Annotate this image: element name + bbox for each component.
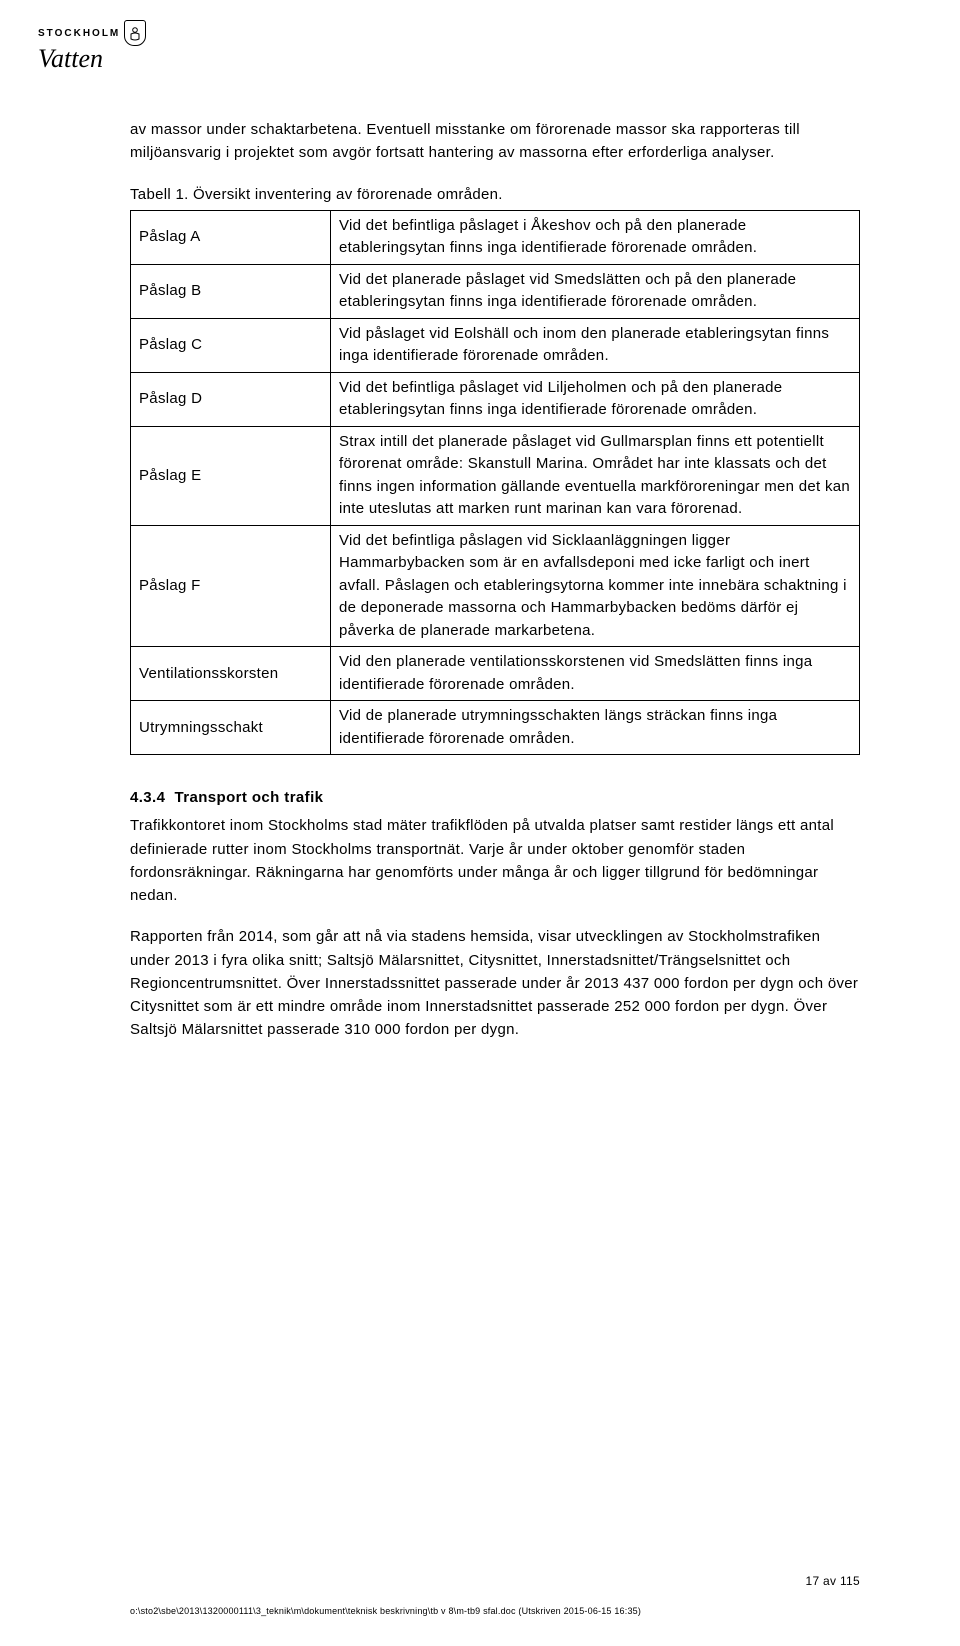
table-cell-text: Strax intill det planerade påslaget vid … (331, 426, 860, 525)
intro-paragraph: av massor under schaktarbetena. Eventuel… (130, 118, 860, 165)
page-number: 17 av 115 (805, 1574, 860, 1588)
section-heading: 4.3.4 Transport och trafik (130, 789, 860, 806)
table-row: Påslag B Vid det planerade påslaget vid … (131, 264, 860, 318)
section-paragraph-2: Rapporten från 2014, som går att nå via … (130, 925, 860, 1041)
table-cell-text: Vid påslaget vid Eolshäll och inom den p… (331, 318, 860, 372)
content-area: av massor under schaktarbetena. Eventuel… (130, 118, 860, 1042)
table-row: Påslag C Vid påslaget vid Eolshäll och i… (131, 318, 860, 372)
table-cell-label: Ventilationsskorsten (131, 647, 331, 701)
table-cell-text: Vid det planerade påslaget vid Smedslätt… (331, 264, 860, 318)
table-cell-label: Påslag F (131, 525, 331, 647)
table-cell-text: Vid de planerade utrymningsschakten läng… (331, 701, 860, 755)
contamination-table: Påslag A Vid det befintliga påslaget i Å… (130, 210, 860, 756)
table-cell-text: Vid det befintliga påslaget i Åkeshov oc… (331, 210, 860, 264)
section-number: 4.3.4 (130, 789, 165, 806)
logo-top-row: STOCKHOLM (38, 20, 168, 46)
section-title: Transport och trafik (175, 789, 324, 806)
table-cell-text: Vid det befintliga påslaget vid Liljehol… (331, 372, 860, 426)
table-cell-label: Påslag D (131, 372, 331, 426)
table-row: Påslag D Vid det befintliga påslaget vid… (131, 372, 860, 426)
footer-path: o:\sto2\sbe\2013\1320000111\3_teknik\m\d… (130, 1606, 641, 1616)
logo-city-text: STOCKHOLM (38, 28, 120, 39)
crest-icon (124, 20, 146, 46)
table-cell-label: Utrymningsschakt (131, 701, 331, 755)
table-row: Påslag A Vid det befintliga påslaget i Å… (131, 210, 860, 264)
page: STOCKHOLM Vatten av massor under schakta… (0, 0, 960, 1646)
logo-company-text: Vatten (38, 44, 168, 74)
table-row: Påslag F Vid det befintliga påslagen vid… (131, 525, 860, 647)
section-paragraph-1: Trafikkontoret inom Stockholms stad mäte… (130, 814, 860, 907)
table-cell-text: Vid det befintliga påslagen vid Sicklaan… (331, 525, 860, 647)
table-row: Utrymningsschakt Vid de planerade utrymn… (131, 701, 860, 755)
table-row: Ventilationsskorsten Vid den planerade v… (131, 647, 860, 701)
table-cell-label: Påslag E (131, 426, 331, 525)
table-cell-text: Vid den planerade ventilationsskorstenen… (331, 647, 860, 701)
table-cell-label: Påslag C (131, 318, 331, 372)
table-row: Påslag E Strax intill det planerade påsl… (131, 426, 860, 525)
table-cell-label: Påslag A (131, 210, 331, 264)
table-caption: Tabell 1. Översikt inventering av förore… (130, 183, 860, 206)
table-cell-label: Påslag B (131, 264, 331, 318)
logo: STOCKHOLM Vatten (38, 20, 168, 74)
